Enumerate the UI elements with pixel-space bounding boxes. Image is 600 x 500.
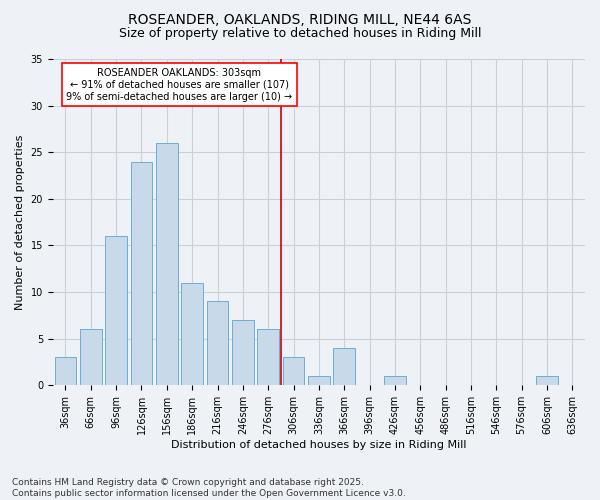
Bar — [80, 330, 101, 386]
Bar — [55, 358, 76, 386]
Bar — [283, 358, 304, 386]
Bar — [207, 302, 228, 386]
Bar — [536, 376, 558, 386]
Bar — [257, 330, 279, 386]
Text: ROSEANDER OAKLANDS: 303sqm
← 91% of detached houses are smaller (107)
9% of semi: ROSEANDER OAKLANDS: 303sqm ← 91% of deta… — [67, 68, 293, 102]
Bar — [308, 376, 329, 386]
Bar — [106, 236, 127, 386]
Bar — [156, 143, 178, 386]
Text: ROSEANDER, OAKLANDS, RIDING MILL, NE44 6AS: ROSEANDER, OAKLANDS, RIDING MILL, NE44 6… — [128, 12, 472, 26]
Text: Size of property relative to detached houses in Riding Mill: Size of property relative to detached ho… — [119, 28, 481, 40]
Text: Contains HM Land Registry data © Crown copyright and database right 2025.
Contai: Contains HM Land Registry data © Crown c… — [12, 478, 406, 498]
Bar — [232, 320, 254, 386]
X-axis label: Distribution of detached houses by size in Riding Mill: Distribution of detached houses by size … — [171, 440, 467, 450]
Bar — [384, 376, 406, 386]
Bar — [181, 283, 203, 386]
Bar — [334, 348, 355, 386]
Y-axis label: Number of detached properties: Number of detached properties — [15, 134, 25, 310]
Bar — [131, 162, 152, 386]
